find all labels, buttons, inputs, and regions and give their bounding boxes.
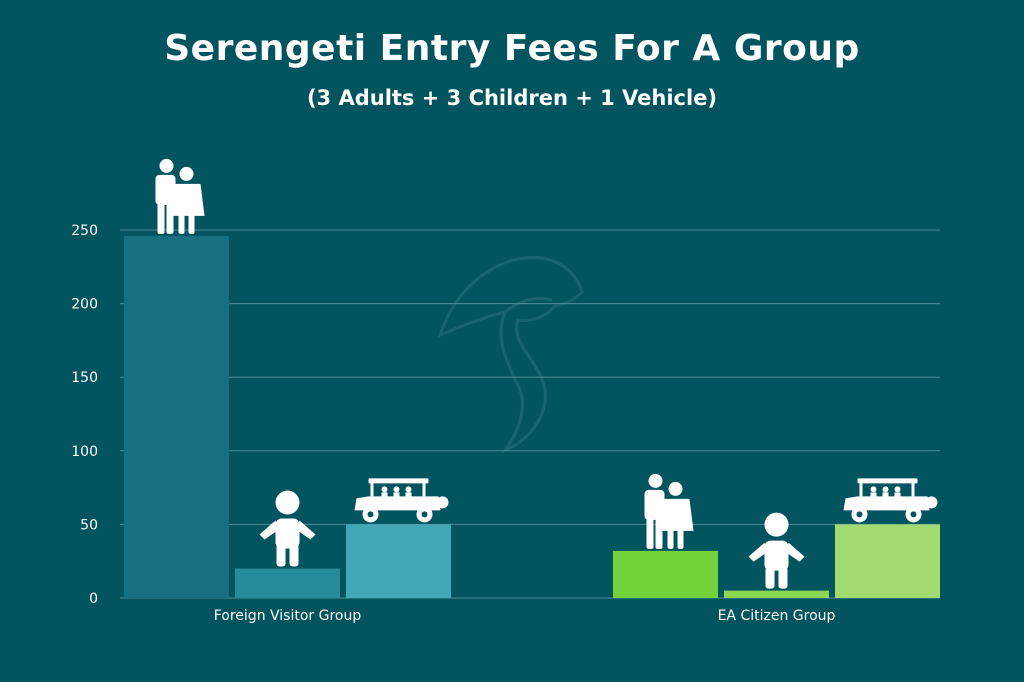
x-category-label: EA Citizen Group [718,608,836,624]
y-tick-label: 200 [71,297,98,313]
adult-couple-icon [644,473,694,549]
y-tick-label: 0 [89,591,98,607]
bar-ea-children [724,590,829,598]
bar-foreign-children [235,568,340,598]
chart-title: Serengeti Entry Fees For A Group [164,28,860,69]
child-icon [259,490,316,567]
bar-ea-adults [613,550,718,598]
safari-vehicle-icon [843,478,938,523]
safari-vehicle-icon [354,478,449,523]
bar-foreign-vehicle [346,524,451,598]
y-tick-label: 250 [71,223,98,239]
chart-subtitle: (3 Adults + 3 Children + 1 Vehicle) [306,86,718,110]
y-tick-label: 50 [80,517,98,533]
adult-couple-icon [155,158,205,234]
bar-foreign-adults [124,235,229,598]
bar-ea-vehicle [835,524,940,598]
y-tick-label: 100 [71,444,98,460]
y-tick-label: 150 [71,370,98,386]
x-category-label: Foreign Visitor Group [214,608,362,624]
cheetah-logo-icon [437,256,584,454]
child-icon [748,512,805,589]
